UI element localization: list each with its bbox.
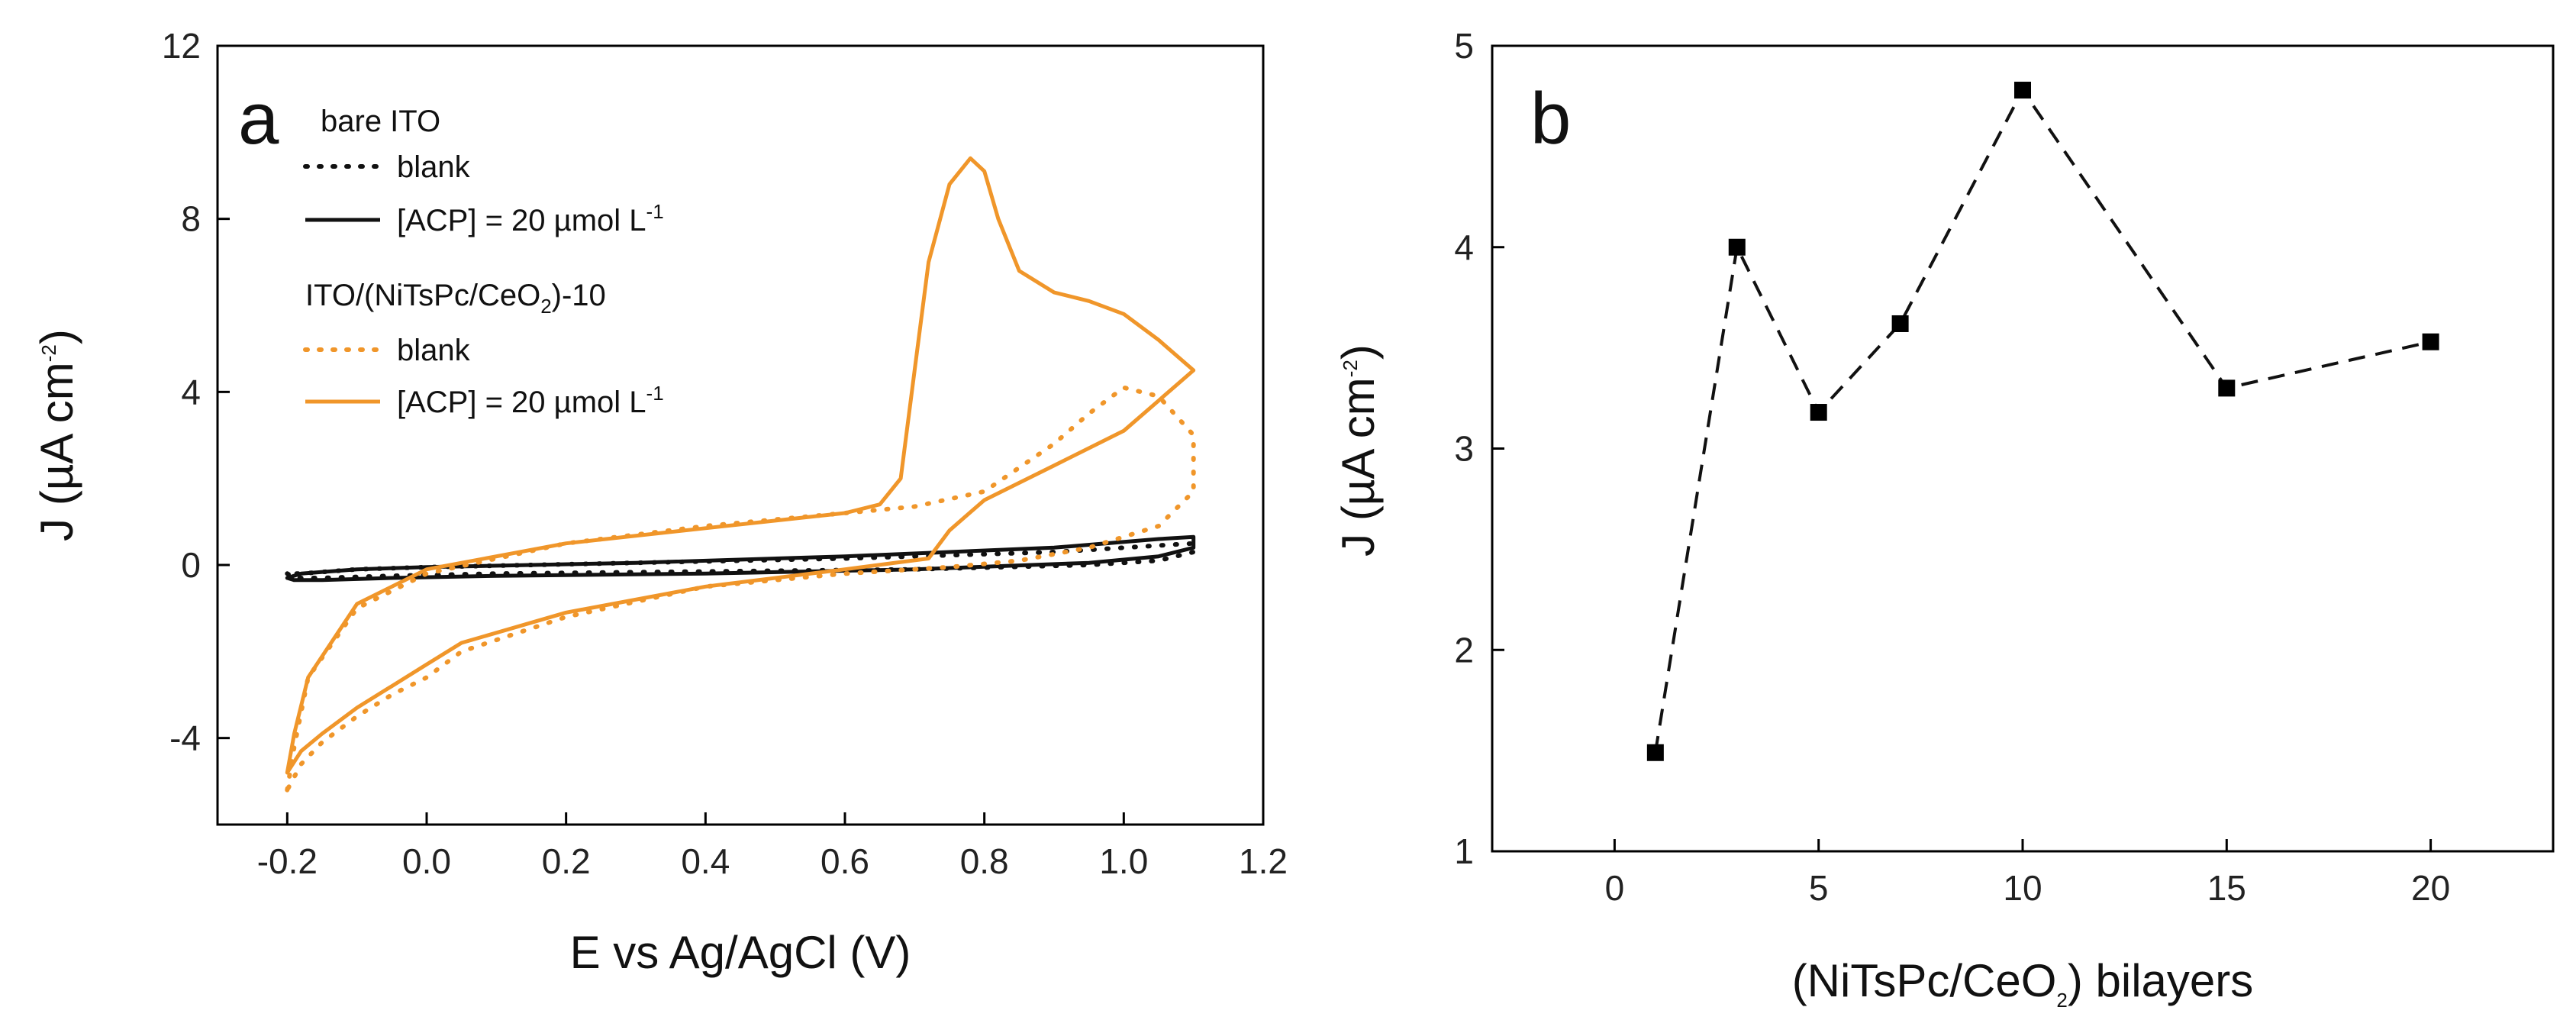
legend-bare-acp-label: [ACP] = 20 µmol L-1 xyxy=(397,200,664,237)
panel-b-x-ticks: 0 5 10 15 20 xyxy=(1605,839,2450,908)
panel-b-y-axis-title: J (µA cm-2) xyxy=(1333,344,1384,557)
data-point xyxy=(2422,333,2439,350)
series-line-2 xyxy=(285,385,1196,793)
data-point xyxy=(1728,238,1746,256)
y-tick-label: 2 xyxy=(1454,630,1474,670)
x-tick-label: 0.8 xyxy=(960,841,1009,881)
x-tick-label: 10 xyxy=(2003,868,2042,908)
panel-b-x-axis-title: (NiTsPc/CeO2) bilayers xyxy=(1792,955,2254,1012)
panel-a-x-axis-title: E vs Ag/AgCl (V) xyxy=(570,927,911,978)
dashed-connector-line xyxy=(1653,87,2432,754)
x-tick-label: 0 xyxy=(1605,868,1625,908)
y-tick-label: 8 xyxy=(181,199,201,239)
y-tick-label: 1 xyxy=(1454,831,1474,871)
panel-a: -0.2 0.0 0.2 0.4 0.6 0.8 1.0 1.2 -4 0 4 8 12 a bare… xyxy=(31,26,1288,978)
x-tick-label: 0.6 xyxy=(821,841,869,881)
x-tick-label: -0.2 xyxy=(257,841,318,881)
x-tick-label: 0.2 xyxy=(542,841,591,881)
legend-group2-title: ITO/(NiTsPc/CeO2)-10 xyxy=(305,279,606,318)
x-tick-label: 1.0 xyxy=(1099,841,1148,881)
panel-a-legend: bare ITO blank [ACP] = 20 µmol L-1 ITO/(… xyxy=(303,105,664,419)
panel-a-plot-frame xyxy=(216,44,1265,826)
y-tick-label: 12 xyxy=(162,26,201,66)
panel-b-label: b xyxy=(1530,78,1571,160)
y-tick-label: 5 xyxy=(1454,26,1474,66)
panel-a-curves xyxy=(285,156,1196,793)
y-tick-label: -4 xyxy=(169,718,201,758)
legend-film-acp-label: [ACP] = 20 µmol L-1 xyxy=(397,382,664,419)
series-line-1 xyxy=(285,534,1196,583)
panel-a-x-ticks: -0.2 0.0 0.2 0.4 0.6 0.8 1.0 1.2 xyxy=(257,812,1288,881)
panel-a-label: a xyxy=(238,78,279,160)
panel-b-plot-frame xyxy=(1491,44,2555,853)
x-tick-label: 5 xyxy=(1809,868,1829,908)
panel-a-y-ticks: -4 0 4 8 12 xyxy=(162,26,230,758)
y-tick-label: 4 xyxy=(1454,228,1474,267)
panel-b-data xyxy=(1646,82,2439,761)
x-tick-label: 1.2 xyxy=(1239,841,1288,881)
data-point xyxy=(1810,404,1827,421)
legend-bare-blank-label: blank xyxy=(397,150,471,184)
series-line-0 xyxy=(285,541,1196,580)
x-tick-label: 0.0 xyxy=(402,841,451,881)
data-point xyxy=(1646,744,1664,761)
data-point xyxy=(1891,315,1909,332)
y-tick-label: 0 xyxy=(181,545,201,585)
x-tick-label: 20 xyxy=(2411,868,2450,908)
y-tick-label: 4 xyxy=(181,372,201,412)
data-point xyxy=(2218,379,2236,397)
panel-b-y-ticks: 1 2 3 4 5 xyxy=(1454,26,1504,871)
x-tick-label: 15 xyxy=(2207,868,2246,908)
series-line-3 xyxy=(285,156,1196,775)
legend-group1-title: bare ITO xyxy=(321,105,440,138)
x-tick-label: 0.4 xyxy=(681,841,730,881)
y-tick-label: 3 xyxy=(1454,429,1474,469)
panel-a-y-axis-title: J (µA cm-2) xyxy=(31,329,82,541)
legend-film-blank-label: blank xyxy=(397,334,471,367)
data-point xyxy=(2014,82,2031,99)
